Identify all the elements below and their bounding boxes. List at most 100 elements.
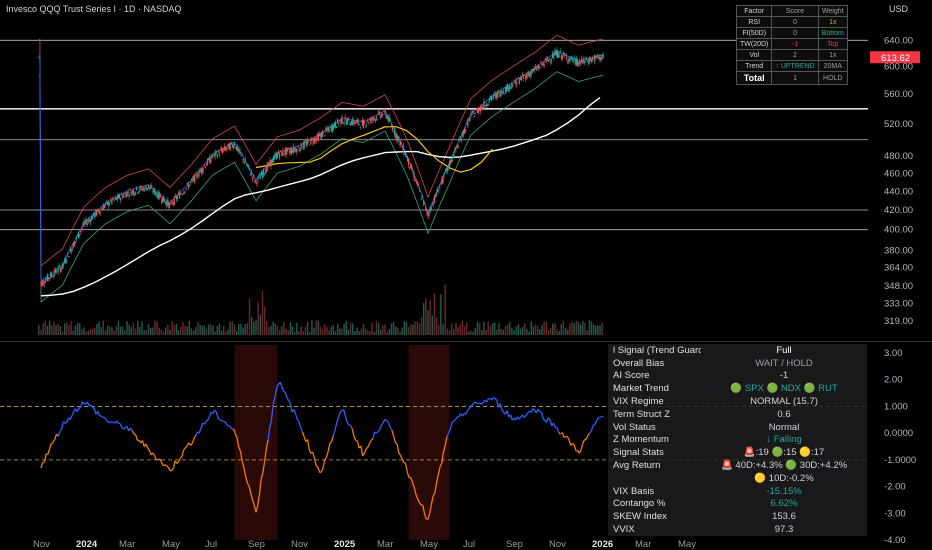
factor-row: RSI 0 1x	[735, 16, 848, 28]
candle	[387, 115, 389, 122]
z-score-segment	[561, 432, 565, 438]
z-score-segment	[467, 408, 470, 411]
candle	[336, 126, 338, 128]
candle	[533, 68, 536, 70]
candle	[86, 222, 88, 226]
candle	[66, 260, 68, 262]
z-score-segment	[78, 406, 81, 409]
z-score-segment	[351, 428, 355, 437]
volume-bar	[592, 323, 595, 335]
candle	[370, 117, 372, 123]
candle	[380, 115, 382, 118]
z-score-segment	[446, 432, 450, 438]
z-score-segment	[215, 411, 219, 419]
z-score-segment	[480, 402, 484, 405]
price-tick-label: 440.00	[884, 186, 913, 197]
candle	[202, 169, 204, 171]
candle	[531, 69, 533, 73]
osc-tick-label: -3.00	[884, 508, 906, 519]
volume-bar	[51, 325, 53, 335]
candle	[477, 109, 480, 113]
volume-bar	[59, 326, 62, 335]
time-tick-label: Nov	[549, 539, 566, 550]
stress-zone	[234, 345, 278, 540]
volume-bar	[132, 322, 135, 335]
candle	[594, 55, 596, 62]
candle	[466, 122, 468, 123]
z-score-segment	[294, 413, 298, 420]
candle	[546, 57, 548, 61]
candle	[264, 173, 266, 175]
volume-bar	[272, 321, 274, 335]
candle	[397, 136, 399, 142]
candle	[522, 73, 524, 77]
candle	[411, 166, 413, 171]
current-price-tag	[870, 51, 920, 64]
candle	[268, 162, 270, 166]
z-score-segment	[439, 463, 443, 468]
volume-bar	[442, 324, 444, 335]
volume-bar	[171, 321, 173, 335]
volume-bar	[63, 323, 66, 335]
volume-bar	[298, 330, 300, 335]
volume-bar	[319, 326, 322, 335]
volume-bar	[46, 325, 49, 335]
candle	[62, 263, 65, 265]
candle	[70, 249, 72, 253]
volume-bar	[382, 325, 384, 335]
candle	[104, 203, 107, 206]
candle	[570, 56, 572, 59]
candle	[368, 122, 370, 124]
z-score-segment	[392, 435, 396, 443]
z-score-segment	[372, 431, 376, 440]
candle	[166, 201, 168, 207]
z-score-segment	[257, 494, 261, 506]
signal-key: Term Struct Z	[613, 408, 671, 420]
candle	[231, 144, 233, 147]
factor-row: TW(20D) -1 Top	[735, 38, 848, 50]
candle	[356, 120, 358, 122]
time-tick-label: 2025	[334, 539, 356, 550]
price-tick-label: 640.00	[884, 35, 913, 46]
candle	[223, 148, 225, 150]
candle	[569, 58, 571, 62]
candle	[74, 241, 76, 242]
candle	[566, 56, 568, 60]
candle	[112, 197, 114, 201]
time-tick-label: Mar	[119, 539, 135, 550]
candle	[285, 148, 287, 156]
currency-label[interactable]: USD	[889, 4, 909, 14]
candle	[237, 145, 239, 152]
factor-weight: 20MA	[817, 60, 848, 72]
volume-bar	[446, 328, 449, 335]
candle	[585, 56, 587, 60]
volume-bar	[119, 326, 122, 335]
z-score-segment	[437, 466, 441, 475]
candle	[419, 191, 422, 192]
volume-bar	[541, 325, 543, 335]
candle	[534, 66, 537, 69]
volume-bar	[242, 327, 244, 335]
z-score-segment	[398, 452, 402, 456]
volume-bar	[210, 324, 212, 335]
candle	[271, 159, 273, 164]
volume-bar	[145, 329, 148, 335]
candle	[150, 186, 152, 190]
volume-bar	[472, 331, 474, 335]
candle	[226, 148, 228, 149]
z-score-segment	[325, 451, 329, 458]
candle	[55, 268, 57, 273]
volume-bar	[169, 329, 171, 335]
volume-bar	[573, 323, 575, 335]
z-score-segment	[183, 447, 186, 451]
candle	[525, 75, 527, 80]
candle	[429, 207, 431, 212]
z-score-segment	[327, 442, 331, 452]
volume-bar	[70, 320, 72, 335]
volume-bar	[251, 316, 253, 335]
volume-bar	[440, 294, 442, 335]
z-score-segment	[262, 461, 266, 473]
candle	[54, 268, 56, 274]
candle	[105, 201, 108, 202]
